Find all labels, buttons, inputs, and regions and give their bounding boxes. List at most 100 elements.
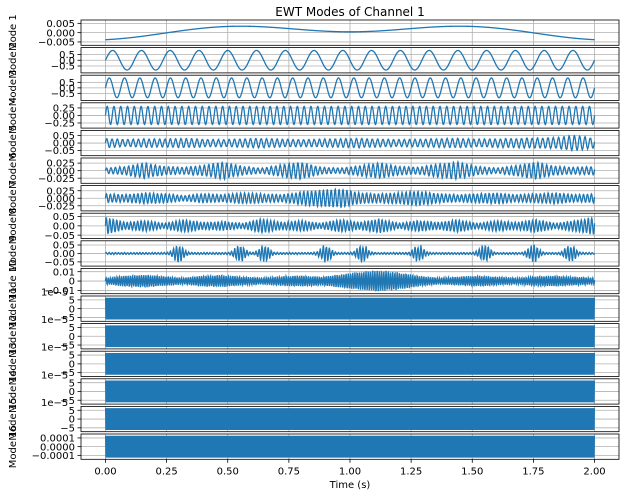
y-tick-label: 0 <box>69 304 75 315</box>
y-axis-label-mode-6: Mode 6 <box>8 152 19 189</box>
y-tick-label: 5 <box>69 378 75 389</box>
y-axis-label-mode-3: Mode 3 <box>8 69 19 106</box>
y-tick-label: 0 <box>69 277 75 288</box>
y-tick-label: −0.0001 <box>32 451 75 462</box>
subplot-mode-4: 0.250.00−0.25 Mode 4 <box>8 97 620 134</box>
y-tick-label: 0.5 <box>59 78 75 89</box>
x-tick-label: 2.00 <box>583 466 605 477</box>
y-tick-label: −5 <box>60 396 75 407</box>
x-tick-label: 1.00 <box>339 466 361 477</box>
y-tick-label: 0.00 <box>53 139 75 150</box>
series-line-mode-1 <box>105 25 595 41</box>
x-tick-label: 0.00 <box>94 466 116 477</box>
x-tick-label: 0.25 <box>155 466 177 477</box>
y-tick-label: 0.0000 <box>40 442 75 453</box>
y-tick-label: 0.05 <box>53 212 75 223</box>
x-tick-label: 1.25 <box>400 466 422 477</box>
y-tick-label: 0 <box>69 387 75 398</box>
y-tick-label: −0.01 <box>44 286 75 297</box>
y-tick-label: −0.05 <box>44 231 75 242</box>
y-tick-label: −5 <box>60 368 75 379</box>
y-tick-label: 0 <box>69 332 75 343</box>
series-line-mode-7 <box>104 187 596 209</box>
series-line-mode-16 <box>105 435 595 458</box>
series-line-mode-8 <box>104 215 596 235</box>
y-tick-label: 0.00 <box>53 111 75 122</box>
y-tick-label: −0.5 <box>51 62 75 73</box>
y-tick-label: 0.05 <box>53 241 75 252</box>
y-tick-label: −0.5 <box>51 89 75 100</box>
subplot-mode-2: 0.50.0−0.5 Mode 2 <box>8 42 620 79</box>
series-line-mode-9 <box>104 244 596 264</box>
y-tick-label: −5 <box>60 313 75 324</box>
y-axis-label-mode-14: Mode 14 <box>8 370 19 413</box>
y-tick-label: 0.0001 <box>40 434 75 445</box>
series-line-mode-4 <box>104 105 596 126</box>
y-tick-label: 0.025 <box>46 159 75 170</box>
y-offset-label: 1e−5 <box>41 288 68 299</box>
series-line-mode-14 <box>105 380 595 403</box>
y-axis-label-mode-7: Mode 7 <box>8 180 19 217</box>
y-tick-label: −0.05 <box>44 257 75 268</box>
y-tick-label: 0.0 <box>59 56 75 67</box>
y-tick-label: 0.000 <box>46 28 75 39</box>
y-tick-label: 0.00 <box>53 249 75 260</box>
chart-title: EWT Modes of Channel 1 <box>275 5 424 19</box>
y-tick-label: 0 <box>69 359 75 370</box>
y-tick-label: 5 <box>69 323 75 334</box>
y-tick-label: 0.01 <box>53 267 75 278</box>
y-offset-label: 1e−5 <box>41 398 68 409</box>
y-tick-label: 5 <box>69 295 75 306</box>
y-tick-label: −5 <box>60 341 75 352</box>
series-line-mode-11 <box>105 297 595 320</box>
y-tick-label: 0 <box>69 415 75 426</box>
x-axis-label: Time (s) <box>329 480 371 491</box>
y-tick-label: 0.25 <box>53 104 75 115</box>
series-line-mode-13 <box>105 352 595 375</box>
x-tick-label: 0.50 <box>217 466 239 477</box>
series-line-mode-12 <box>105 325 595 348</box>
subplot-mode-9: 0.050.00−0.05 Mode 9 <box>8 235 620 272</box>
y-axis-label-mode-4: Mode 4 <box>8 97 19 134</box>
y-axis-label-mode-11: Mode 11 <box>8 287 19 330</box>
y-offset-label: 1e−5 <box>41 315 68 326</box>
series-line-mode-2 <box>104 49 596 71</box>
y-axis-label-mode-12: Mode 12 <box>8 315 19 358</box>
y-tick-label: 0.00 <box>53 221 75 232</box>
y-axis-label-mode-10: Mode 10 <box>8 259 19 302</box>
y-tick-label: 0.025 <box>46 186 75 197</box>
y-tick-label: 0.000 <box>46 194 75 205</box>
y-tick-label: 0.005 <box>46 19 75 30</box>
y-offset-label: 1e−5 <box>41 370 68 381</box>
y-axis-label-mode-9: Mode 9 <box>8 235 19 272</box>
y-tick-label: −0.005 <box>38 38 75 49</box>
y-tick-label: −0.025 <box>38 174 75 185</box>
y-tick-label: −0.25 <box>44 119 75 130</box>
y-axis-label-mode-2: Mode 2 <box>8 42 19 79</box>
y-axis-label-mode-13: Mode 13 <box>8 342 19 385</box>
y-tick-label: −0.05 <box>44 146 75 157</box>
y-tick-label: −5 <box>60 423 75 434</box>
x-tick-label: 1.75 <box>522 466 544 477</box>
y-tick-label: 5 <box>69 406 75 417</box>
series-line-mode-6 <box>104 159 596 182</box>
y-tick-label: 0.000 <box>46 166 75 177</box>
x-axis: 0.00 0.25 0.50 0.75 1.00 1.25 1.50 1.75 2.00 <box>94 459 606 477</box>
y-tick-label: −0.025 <box>38 201 75 212</box>
y-tick-label: 0.0 <box>59 83 75 94</box>
series-line-mode-5 <box>104 134 596 153</box>
series-line-mode-10 <box>104 269 596 292</box>
x-tick-label: 0.75 <box>278 466 300 477</box>
subplot-mode-8: 0.050.00−0.05 Mode 8 <box>8 207 620 244</box>
y-tick-label: 0.05 <box>53 131 75 142</box>
